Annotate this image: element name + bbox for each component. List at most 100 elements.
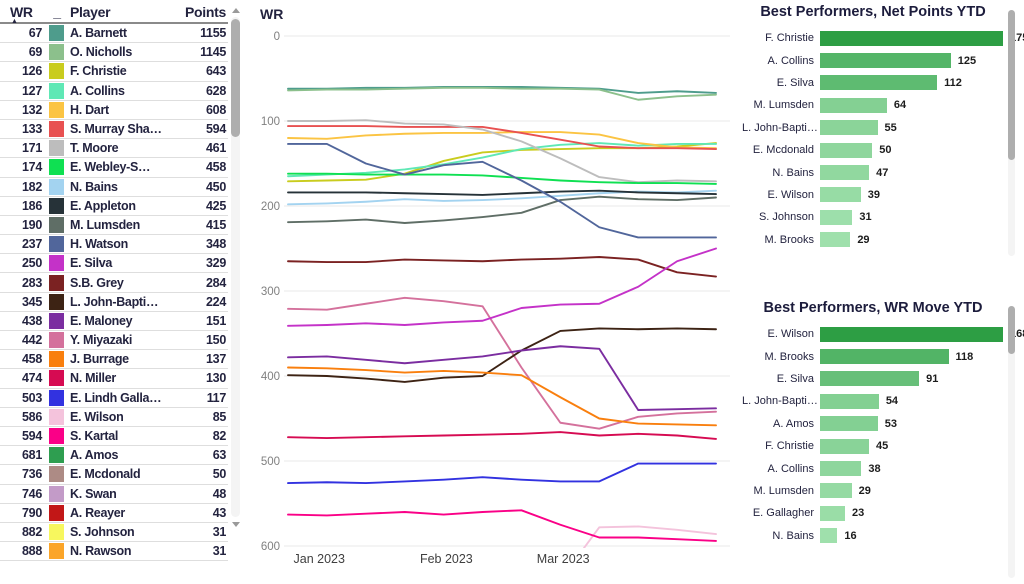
line-series-a-barnett[interactable] [287,86,717,94]
wr-move-scrollbar[interactable] [1008,306,1015,578]
table-row[interactable]: 132 H. Dart 608 [0,101,228,120]
table-scrollbar-track[interactable] [231,17,240,517]
table-row[interactable]: 882 S. Johnson 31 [0,523,228,543]
line-series-n-miller[interactable] [287,431,717,440]
line-series-y-miyazaki[interactable] [287,296,717,430]
table-row[interactable]: 438 E. Maloney 151 [0,312,228,331]
bar[interactable] [820,209,853,225]
table-row[interactable]: 458 J. Burrage 137 [0,350,228,370]
bar[interactable] [820,97,887,113]
table-row[interactable]: 790 A. Reayer 43 [0,504,228,523]
bar[interactable] [820,53,951,69]
bar[interactable] [820,187,861,203]
column-header-wr[interactable]: WR [10,4,33,20]
table-scrollbar-thumb[interactable] [231,19,240,137]
table-row[interactable]: 133 S. Murray Sha… 594 [0,120,228,140]
line-series-m-lumsden[interactable] [287,195,717,224]
table-row[interactable]: 736 E. Mcdonald 50 [0,465,228,485]
line-series-o-nicholls[interactable] [287,86,717,101]
bar[interactable] [820,75,938,91]
bar-value-label: 39 [867,188,881,201]
line-series-e-webley-s[interactable] [287,172,717,185]
line-series-e-wilson[interactable] [560,525,717,580]
cell-points: 43 [212,505,227,520]
cell-wr: 190 [22,217,42,232]
table-row[interactable]: 127 A. Collins 628 [0,82,228,101]
bar-category-label: M. Lumsden [753,484,814,497]
table-row[interactable]: 594 S. Kartal 82 [0,427,228,447]
table-row[interactable]: 186 E. Appleton 425 [0,197,228,216]
table-row[interactable]: 69 O. Nicholls 1145 [0,43,228,63]
table-row[interactable]: 67 A. Barnett 1155 [0,24,228,44]
table-row[interactable]: 171 T. Moore 461 [0,139,228,159]
bar[interactable] [820,483,852,499]
table-row[interactable]: 237 H. Watson 348 [0,235,228,255]
table-row[interactable]: 174 E. Webley-S… 458 [0,158,228,178]
table-row[interactable]: 681 A. Amos 63 [0,446,228,466]
bar[interactable] [820,438,870,454]
line-series-s-kartal[interactable] [287,509,717,542]
line-series-h-watson[interactable] [287,142,717,239]
cell-wr: 67 [28,26,43,41]
wr-line-chart-svg[interactable]: 0 100 200 300 400 500 600 Jan 2023 Feb 2023 Mar 2… [248,0,742,584]
line-series-s-murray-shaw[interactable] [287,125,717,151]
scroll-up-icon[interactable] [232,8,240,13]
table-row[interactable]: 746 K. Swan 48 [0,485,228,504]
line-series-s-b-grey[interactable] [287,256,717,278]
cell-points: 31 [212,544,227,559]
table-row[interactable]: 182 N. Bains 450 [0,178,228,197]
table-row[interactable]: 888 N. Rawson 31 [0,542,228,562]
bar[interactable] [820,461,862,477]
bar[interactable] [820,393,879,409]
bar[interactable] [820,528,838,544]
column-header-points[interactable]: Points [185,4,226,20]
cell-points: 594 [206,122,226,137]
cell-points: 151 [206,313,226,328]
net-points-scrollbar[interactable] [1008,10,1015,256]
table-row[interactable]: 442 Y. Miyazaki 150 [0,331,228,351]
column-header-color[interactable]: _ [53,4,61,20]
column-header-player[interactable]: Player [70,4,111,20]
cell-player: E. Webley-S… [70,160,151,175]
bar[interactable] [820,142,873,158]
bar[interactable] [820,416,878,432]
table-row[interactable]: 250 E. Silva 329 [0,254,228,274]
bar-row: A. Collins 38 [742,457,1004,479]
line-series-e-maloney[interactable] [287,345,717,411]
table-row[interactable]: 283 S.B. Grey 284 [0,273,228,293]
player-color-swatch [49,255,64,272]
table-row[interactable]: 345 L. John-Bapti… 224 [0,293,228,312]
cell-player: T. Moore [70,141,119,156]
line-series-t-moore[interactable] [287,119,717,184]
bar[interactable] [820,371,920,387]
line-series-e-lindh-gallagher[interactable] [287,462,717,485]
bar[interactable] [820,349,949,365]
line-series-l-john-baptiste[interactable] [287,327,717,383]
bar-category-label: F. Christie [765,440,814,453]
bar[interactable] [820,232,851,248]
line-series-e-silva[interactable] [287,247,717,327]
bar[interactable] [820,505,846,521]
x-axis-tick-label: Jan 2023 [294,552,345,566]
cell-player: E. Maloney [70,313,133,328]
line-series-e-appleton[interactable] [287,189,717,196]
line-series-h-dart[interactable] [287,131,717,150]
scroll-down-icon[interactable] [232,522,240,527]
sort-ascending-icon[interactable]: ▲ [11,18,18,25]
wr-move-chart-title: Best Performers, WR Move YTD [763,300,983,316]
bar[interactable] [820,120,878,136]
table-row[interactable]: 586 E. Wilson 85 [0,408,228,427]
line-series-a-collins[interactable] [287,142,717,178]
table-row[interactable]: 503 E. Lindh Galla… 117 [0,389,228,408]
bar[interactable] [820,30,1003,46]
table-row[interactable]: 126 F. Christie 643 [0,62,228,82]
cell-points: 130 [206,371,226,386]
net-points-scrollbar-thumb[interactable] [1008,10,1015,160]
line-series-j-burrage[interactable] [287,366,717,427]
table-row[interactable]: 190 M. Lumsden 415 [0,216,228,236]
bar[interactable] [820,165,870,181]
wr-move-scrollbar-thumb[interactable] [1008,306,1015,354]
bar[interactable] [820,326,1003,342]
cell-wr: 182 [22,179,42,194]
table-row[interactable]: 474 N. Miller 130 [0,369,228,389]
